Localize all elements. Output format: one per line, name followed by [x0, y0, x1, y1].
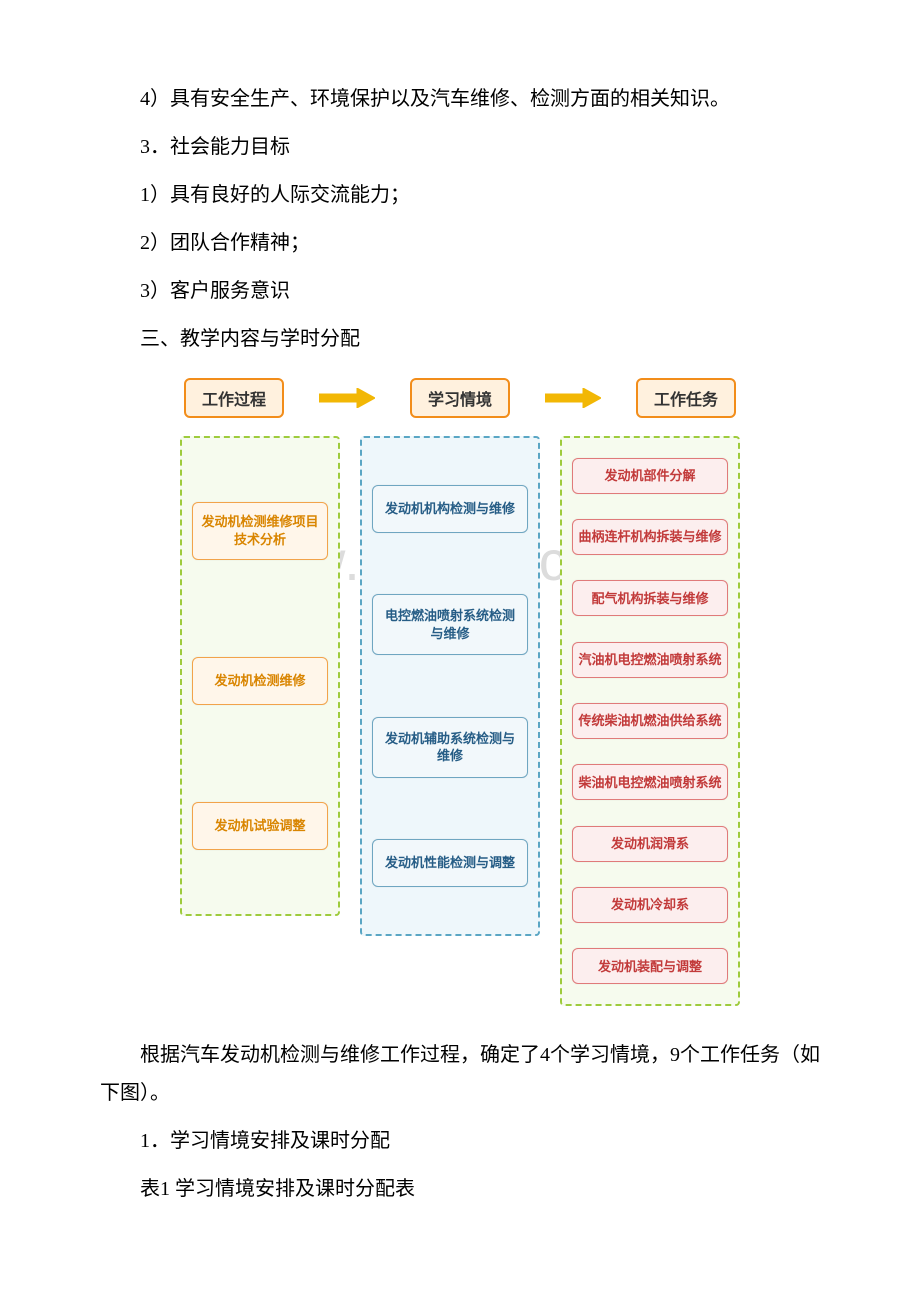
- work-process-card: 发动机检测维修: [192, 657, 328, 705]
- work-task-card: 发动机冷却系: [572, 887, 728, 923]
- heading-section-3: 三、教学内容与学时分配: [100, 320, 820, 358]
- flow-diagram: 工作过程 学习情境 工作任务 发动机检测维修项目技术分析发动机检测维修发动机试验…: [180, 378, 740, 1006]
- heading-social-ability: 3．社会能力目标: [100, 128, 820, 166]
- work-task-card: 发动机润滑系: [572, 826, 728, 862]
- arrow-icon: [319, 388, 375, 408]
- work-task-card: 柴油机电控燃油喷射系统: [572, 764, 728, 800]
- para-social-3: 3）客户服务意识: [100, 272, 820, 310]
- work-task-card: 汽油机电控燃油喷射系统: [572, 642, 728, 678]
- diagram-container: www.bdocx.com 工作过程 学习情境 工作任务 发动机检测维修项目技术…: [100, 378, 820, 1006]
- work-task-card: 曲柄连杆机构拆装与维修: [572, 519, 728, 555]
- table-caption: 表1 学习情境安排及课时分配表: [100, 1170, 820, 1208]
- work-task-card: 传统柴油机燃油供给系统: [572, 703, 728, 739]
- learning-situation-card: 发动机性能检测与调整: [372, 839, 528, 887]
- header-learning-situation: 学习情境: [410, 378, 510, 418]
- diagram-columns: 发动机检测维修项目技术分析发动机检测维修发动机试验调整 发动机机构检测与维修电控…: [180, 436, 740, 1006]
- work-task-card: 配气机构拆装与维修: [572, 580, 728, 616]
- work-task-card: 发动机部件分解: [572, 458, 728, 494]
- arrow-icon: [545, 388, 601, 408]
- header-work-task: 工作任务: [636, 378, 736, 418]
- work-process-card: 发动机试验调整: [192, 802, 328, 850]
- work-task-card: 发动机装配与调整: [572, 948, 728, 984]
- learning-situation-card: 发动机机构检测与维修: [372, 485, 528, 533]
- para-knowledge-4: 4）具有安全生产、环境保护以及汽车维修、检测方面的相关知识。: [100, 80, 820, 118]
- header-work-process: 工作过程: [184, 378, 284, 418]
- learning-situation-card: 发动机辅助系统检测与维修: [372, 717, 528, 778]
- work-process-card: 发动机检测维修项目技术分析: [192, 502, 328, 559]
- para-summary: 根据汽车发动机检测与维修工作过程，确定了4个学习情境，9个工作任务（如下图）。: [100, 1036, 820, 1112]
- learning-situation-card: 电控燃油喷射系统检测与维修: [372, 594, 528, 655]
- column-work-task: 发动机部件分解曲柄连杆机构拆装与维修配气机构拆装与维修汽油机电控燃油喷射系统传统…: [560, 436, 740, 1006]
- heading-arrangement: 1．学习情境安排及课时分配: [100, 1122, 820, 1160]
- para-social-1: 1）具有良好的人际交流能力；: [100, 176, 820, 214]
- diagram-header-row: 工作过程 学习情境 工作任务: [180, 378, 740, 418]
- column-work-process: 发动机检测维修项目技术分析发动机检测维修发动机试验调整: [180, 436, 340, 916]
- para-social-2: 2）团队合作精神；: [100, 224, 820, 262]
- column-learning-situation: 发动机机构检测与维修电控燃油喷射系统检测与维修发动机辅助系统检测与维修发动机性能…: [360, 436, 540, 936]
